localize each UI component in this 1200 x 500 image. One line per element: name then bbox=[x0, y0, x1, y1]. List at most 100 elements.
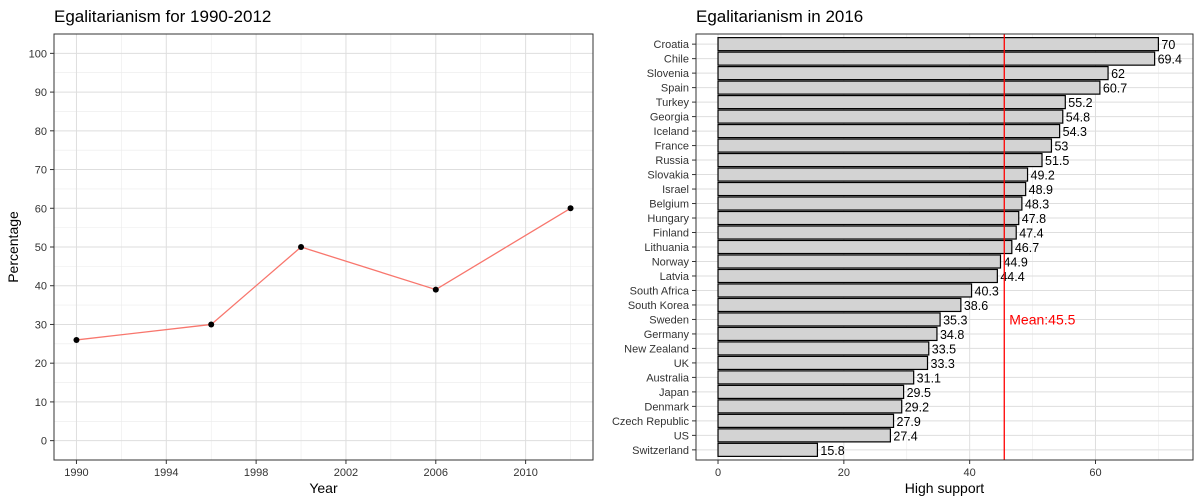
chart-2-data-label: 34.8 bbox=[940, 328, 964, 342]
chart-2-bar bbox=[717, 355, 929, 371]
chart-2-data-label: 47.4 bbox=[1019, 227, 1043, 241]
chart-2-bar bbox=[717, 341, 930, 356]
chart-2-data-label: 40.3 bbox=[975, 284, 999, 298]
chart-2-bar bbox=[717, 66, 1109, 81]
chart-2-data-label: 49.2 bbox=[1031, 169, 1055, 183]
chart-2-data-label: 38.6 bbox=[964, 299, 988, 313]
chart-1-x-tick-label: 2006 bbox=[424, 467, 448, 479]
chart-1-x-tick-label: 2010 bbox=[513, 467, 537, 479]
chart-2-bar bbox=[717, 181, 1027, 197]
chart-2-category-label: New Zealand bbox=[624, 343, 689, 355]
chart-2-category-label: Iceland bbox=[654, 126, 689, 138]
chart-1-y-tick-label: 30 bbox=[35, 319, 47, 331]
chart-2-bar bbox=[717, 442, 819, 457]
chart-2-data-label: 69.4 bbox=[1158, 53, 1182, 67]
chart-1-x-tick-label: 1998 bbox=[244, 467, 268, 479]
chart-2-category-label: Sweden bbox=[649, 314, 689, 326]
chart-2-category-label: South Africa bbox=[630, 285, 690, 297]
chart-2-data-label: 47.8 bbox=[1022, 212, 1046, 226]
chart-2-data-label: 44.9 bbox=[1003, 255, 1027, 269]
chart-2-category-label: Finland bbox=[653, 228, 689, 240]
chart-2-category-label: Germany bbox=[644, 329, 690, 341]
chart-1-series-line bbox=[76, 207, 571, 341]
chart-2-bar bbox=[717, 268, 998, 284]
chart-1-y-tick-label: 60 bbox=[35, 203, 47, 215]
chart-2-data-label: 60.7 bbox=[1103, 82, 1127, 96]
chart-1-title: Egalitarianism for 1990-2012 bbox=[54, 7, 271, 26]
chart-2-data-label: 48.3 bbox=[1025, 198, 1049, 212]
chart-2-data-label: 53 bbox=[1054, 140, 1068, 154]
chart-2-bar bbox=[717, 167, 1029, 182]
chart-2-category-label: South Korea bbox=[628, 300, 690, 312]
chart-2-bar bbox=[717, 384, 905, 400]
chart-2-bar bbox=[717, 196, 1023, 211]
chart-2-category-label: Czech Republic bbox=[612, 416, 690, 428]
chart-1-x-axis-title: Year bbox=[309, 480, 338, 496]
chart-2-category-label: Norway bbox=[652, 256, 690, 268]
chart-1-data-point bbox=[73, 336, 80, 343]
chart-2-title: Egalitarianism in 2016 bbox=[696, 7, 863, 26]
chart-2-category-label: Japan bbox=[659, 387, 689, 399]
chart-2-x-tick-label: 40 bbox=[964, 467, 976, 479]
chart-2-category-label: France bbox=[655, 141, 689, 153]
chart-1-x-tick-label: 1994 bbox=[154, 467, 178, 479]
chart-1-y-axis-title: Percentage bbox=[5, 211, 21, 283]
chart-1-y-tick-label: 90 bbox=[35, 87, 47, 99]
chart-1-y-tick-label: 100 bbox=[29, 48, 47, 60]
chart-1-y-tick-label: 80 bbox=[35, 126, 47, 138]
chart-2-bar bbox=[717, 326, 938, 342]
chart-1-data-point bbox=[432, 286, 439, 293]
chart-2-x-tick-label: 60 bbox=[1089, 467, 1101, 479]
chart-1-panel-border bbox=[53, 33, 594, 461]
chart-2-bar bbox=[717, 51, 1156, 66]
chart-2-category-label: Hungary bbox=[647, 213, 689, 225]
chart-2-bar bbox=[717, 312, 941, 327]
chart-2-category-label: Slovakia bbox=[647, 170, 689, 182]
chart-2-bar bbox=[717, 413, 895, 428]
chart-2-bar bbox=[717, 210, 1020, 226]
chart-2-category-label: Latvia bbox=[660, 271, 690, 283]
chart-1-x-tick-label: 2002 bbox=[334, 467, 358, 479]
chart-2-category-label: Denmark bbox=[644, 401, 689, 413]
chart-2-data-label: 29.2 bbox=[905, 400, 929, 414]
chart-2-data-label: 70 bbox=[1161, 38, 1175, 52]
chart-2-category-label: Israel bbox=[662, 184, 689, 196]
chart-2-data-label: 44.4 bbox=[1000, 270, 1024, 284]
chart-2-category-label: Lithuania bbox=[644, 242, 690, 254]
chart-2-category-label: US bbox=[674, 430, 689, 442]
chart-1-data-point bbox=[567, 205, 574, 212]
chart-2-bar bbox=[717, 399, 903, 414]
chart-2-bar bbox=[717, 283, 973, 298]
chart-2-data-label: 55.2 bbox=[1068, 96, 1092, 110]
chart-2-bar bbox=[717, 80, 1101, 95]
chart-2-category-label: Slovenia bbox=[647, 68, 690, 80]
chart-1-data-point bbox=[298, 244, 305, 250]
chart-2-bar bbox=[717, 109, 1064, 124]
chart-2-bar bbox=[717, 225, 1017, 240]
chart-2-mean-label: Mean:45.5 bbox=[1009, 311, 1075, 327]
chart-2-bar bbox=[717, 297, 962, 313]
chart-2-x-axis-title: High support bbox=[905, 480, 984, 496]
chart-2-data-label: 54.3 bbox=[1063, 125, 1087, 139]
chart-2-data-label: 27.9 bbox=[897, 415, 921, 429]
chart-2-category-label: Switzerland bbox=[632, 445, 689, 457]
chart-1-y-tick-label: 0 bbox=[41, 436, 47, 448]
chart-2-data-label: 29.5 bbox=[907, 386, 931, 400]
chart-2-bar bbox=[717, 152, 1043, 168]
chart-2-data-label: 15.8 bbox=[820, 444, 844, 458]
chart-2-data-label: 46.7 bbox=[1015, 241, 1039, 255]
chart-2-category-label: Russia bbox=[655, 155, 690, 167]
chart-1-y-tick-label: 40 bbox=[35, 281, 47, 293]
chart-2-bar bbox=[717, 370, 915, 385]
chart-2-category-label: Australia bbox=[646, 372, 690, 384]
chart-1-y-tick-label: 50 bbox=[35, 242, 47, 254]
chart-2-data-label: 54.8 bbox=[1066, 111, 1090, 125]
chart-2-panel-border bbox=[695, 33, 1194, 461]
chart-2-x-tick-label: 20 bbox=[838, 467, 850, 479]
chart-2-data-label: 27.4 bbox=[893, 429, 917, 443]
chart-2-category-label: Georgia bbox=[650, 112, 690, 124]
chart-2-category-label: Chile bbox=[664, 54, 689, 66]
chart-2-data-label: 35.3 bbox=[943, 313, 967, 327]
